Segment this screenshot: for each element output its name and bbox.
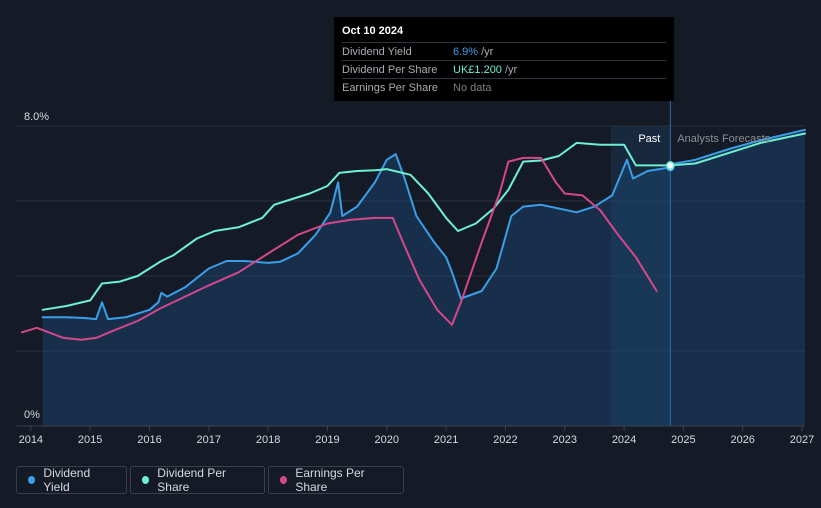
x-tick-label: 2018 (256, 434, 280, 446)
y-tick-label: 8.0% (24, 111, 49, 123)
tooltip-date: Oct 10 2024 (342, 25, 404, 37)
tooltip-label: Dividend Per Share (342, 63, 438, 76)
tooltip-value: UK£1.200 (453, 63, 502, 76)
legend-dividend-per-share[interactable]: Dividend Per Share (130, 466, 265, 494)
legend-dot (28, 476, 36, 484)
earnings-per-share-line (20, 156, 658, 341)
x-tick-label: 2016 (137, 434, 161, 446)
tooltip-label: Earnings Per Share (342, 81, 438, 94)
dividend-per-share-line (41, 132, 806, 311)
legend-earnings-per-share[interactable]: Earnings Per Share (268, 466, 404, 494)
x-tick-label: 2020 (375, 434, 399, 446)
legend-label: Dividend Per Share (157, 466, 226, 494)
dividend-per-share-marker (666, 161, 675, 170)
forecast-label: Analysts Forecasts (677, 133, 770, 145)
x-tick-label: 2024 (612, 434, 636, 446)
legend-label: Earnings Per Share (295, 466, 365, 494)
x-tick-label: 2022 (493, 434, 517, 446)
legend-dot (280, 476, 288, 484)
tooltip-row-dividend-per-share: Dividend Per Share UK£1.200 /yr (342, 60, 666, 78)
x-tick-label: 2026 (730, 434, 754, 446)
legend-dot (142, 476, 150, 484)
x-tick-label: 2019 (315, 434, 339, 446)
x-tick-label: 2017 (197, 434, 221, 446)
tooltip-unit: /yr (504, 63, 518, 76)
x-tick-label: 2027 (790, 434, 814, 446)
tooltip-unit: /yr (481, 45, 494, 58)
past-label: Past (638, 133, 660, 145)
x-tick-label: 2014 (19, 434, 43, 446)
tooltip-label: Dividend Yield (342, 45, 412, 58)
tooltip: Oct 10 2024 Dividend Yield 6.9% /yr Divi… (334, 17, 674, 101)
legend-label: Dividend Yield (43, 466, 91, 494)
legend-dividend-yield[interactable]: Dividend Yield (16, 466, 127, 494)
tooltip-value: No data (453, 81, 492, 94)
y-tick-label: 0% (24, 409, 40, 421)
dividend-yield-line (41, 153, 672, 321)
tooltip-row-dividend-yield: Dividend Yield 6.9% /yr (342, 42, 666, 60)
x-tick-label: 2023 (552, 434, 576, 446)
x-tick-label: 2025 (671, 434, 695, 446)
x-tick-label: 2021 (434, 434, 458, 446)
x-tick-label: 2015 (78, 434, 102, 446)
dividend-yield-forecast-line (669, 128, 806, 166)
dividend-yield-area (42, 129, 805, 427)
tooltip-value: 6.9% (453, 45, 479, 58)
tooltip-row-earnings-per-share: Earnings Per Share No data (342, 78, 666, 96)
